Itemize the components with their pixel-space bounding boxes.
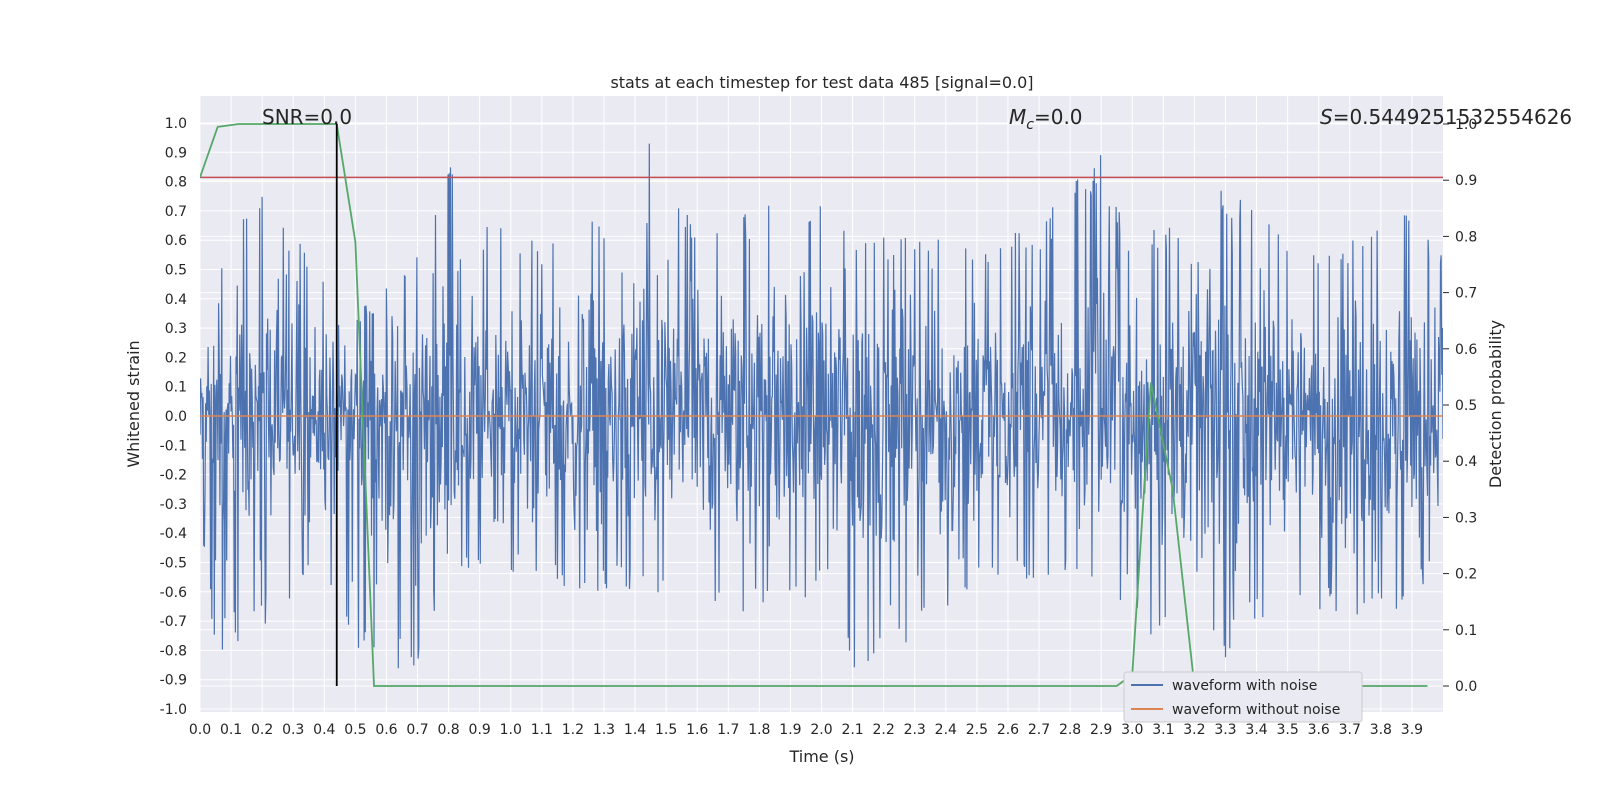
y-tick-label: 0.0 — [165, 409, 187, 425]
y-axis-label-right: Detection probability — [1486, 320, 1505, 488]
plot-area — [200, 123, 1443, 687]
x-tick-label: 1.7 — [717, 722, 739, 738]
x-tick-label: 2.6 — [997, 722, 1019, 738]
y-tick-label: 1.0 — [165, 116, 187, 132]
x-tick-label: 0.2 — [251, 722, 273, 738]
x-tick-label: 3.6 — [1308, 722, 1330, 738]
y-right-tick-label: 1.0 — [1455, 117, 1477, 133]
x-tick-label: 2.3 — [904, 722, 926, 738]
legend-label-noise: waveform with noise — [1172, 678, 1317, 694]
x-tick-label: 1.6 — [686, 722, 708, 738]
x-tick-label: 0.6 — [375, 722, 397, 738]
x-tick-label: 2.4 — [935, 722, 957, 738]
y-tick-label: -0.2 — [160, 468, 187, 484]
x-tick-label: 2.8 — [1059, 722, 1081, 738]
x-tick-label: 0.7 — [406, 722, 428, 738]
chirp-mass-annotation: Mc=0.0 — [1009, 105, 1083, 133]
snr-annotation: SNR=0.0 — [262, 105, 352, 129]
chart-title: stats at each timestep for test data 485… — [610, 73, 1033, 92]
x-tick-label: 0.9 — [469, 722, 491, 738]
x-tick-label: 1.3 — [593, 722, 615, 738]
x-tick-label: 2.5 — [966, 722, 988, 738]
y-right-tick-label: 0.1 — [1455, 623, 1477, 639]
x-tick-label: 0.8 — [437, 722, 459, 738]
score-annotation: S=0.5449251532554626 — [1320, 105, 1572, 129]
y-tick-label: -0.7 — [160, 614, 187, 630]
x-tick-label: 1.8 — [748, 722, 770, 738]
y-tick-label: 0.3 — [165, 321, 187, 337]
legend-label-clean: waveform without noise — [1172, 702, 1340, 718]
y-right-tick-label: 0.5 — [1455, 398, 1477, 414]
x-tick-label: 3.4 — [1245, 722, 1267, 738]
y-right-tick-label: 0.8 — [1455, 229, 1477, 245]
y-tick-label: 0.2 — [165, 350, 187, 366]
x-tick-label: 1.0 — [500, 722, 522, 738]
x-tick-label: 2.2 — [873, 722, 895, 738]
y-tick-label: 0.9 — [165, 145, 187, 161]
data-layer — [200, 123, 1443, 687]
x-tick-label: 0.1 — [220, 722, 242, 738]
x-tick-label: 0.4 — [313, 722, 335, 738]
y-right-tick-label: 0.6 — [1455, 342, 1477, 358]
y-tick-label: -1.0 — [160, 702, 187, 718]
x-tick-label: 3.2 — [1183, 722, 1205, 738]
x-tick-label: 3.8 — [1370, 722, 1392, 738]
x-tick-label: 2.7 — [1028, 722, 1050, 738]
y-tick-label: -0.4 — [160, 526, 187, 542]
y-tick-label: 0.7 — [165, 204, 187, 220]
x-tick-label: 3.9 — [1401, 722, 1423, 738]
x-tick-label: 0.3 — [282, 722, 304, 738]
y-tick-label: -0.9 — [160, 673, 187, 689]
y-right-tick-label: 0.4 — [1455, 454, 1477, 470]
y-axis-label-left: Whitened strain — [124, 340, 143, 467]
x-tick-label: 3.1 — [1152, 722, 1174, 738]
y-right-tick-label: 0.2 — [1455, 567, 1477, 583]
x-tick-label: 3.5 — [1276, 722, 1298, 738]
y-tick-label: 0.5 — [165, 263, 187, 279]
x-tick-label: 1.1 — [531, 722, 553, 738]
x-tick-label: 3.7 — [1339, 722, 1361, 738]
legend-box — [1123, 671, 1363, 723]
y-tick-label: -0.5 — [160, 556, 187, 572]
series-waveform-with-noise — [200, 143, 1443, 669]
y-right-tick-label: 0.0 — [1455, 679, 1477, 695]
legend: waveform with noise waveform without noi… — [1123, 671, 1363, 723]
x-tick-label: 3.0 — [1121, 722, 1143, 738]
x-tick-label: 2.0 — [810, 722, 832, 738]
y-tick-label: 0.6 — [165, 233, 187, 249]
x-axis-label: Time (s) — [788, 747, 854, 766]
x-tick-label: 1.4 — [624, 722, 646, 738]
y-tick-label: -0.3 — [160, 497, 187, 513]
y-right-tick-label: 0.7 — [1455, 286, 1477, 302]
y-right-tick-label: 0.3 — [1455, 510, 1477, 526]
y-tick-label: 0.4 — [165, 292, 187, 308]
x-tick-label: 1.5 — [655, 722, 677, 738]
y-tick-label: -0.6 — [160, 585, 187, 601]
tick-layer: 0.0 0.1 0.2 0.3 0.4 0.5 0.6 0.7 0.8 0.9 1.0 1.1 1.2 1… — [160, 116, 1478, 738]
y-tick-label: 0.1 — [165, 380, 187, 396]
x-tick-label: 1.2 — [562, 722, 584, 738]
x-tick-label: 0.5 — [344, 722, 366, 738]
series-detection-probability — [200, 123, 1428, 687]
y-right-tick-label: 0.9 — [1455, 173, 1477, 189]
x-tick-label: 2.1 — [841, 722, 863, 738]
y-tick-label: -0.1 — [160, 438, 187, 454]
x-tick-label: 1.9 — [779, 722, 801, 738]
x-tick-label: 0.0 — [189, 722, 211, 738]
x-tick-label: 3.3 — [1214, 722, 1236, 738]
y-tick-label: -0.8 — [160, 643, 187, 659]
x-tick-label: 2.9 — [1090, 722, 1112, 738]
y-tick-label: 0.8 — [165, 175, 187, 191]
